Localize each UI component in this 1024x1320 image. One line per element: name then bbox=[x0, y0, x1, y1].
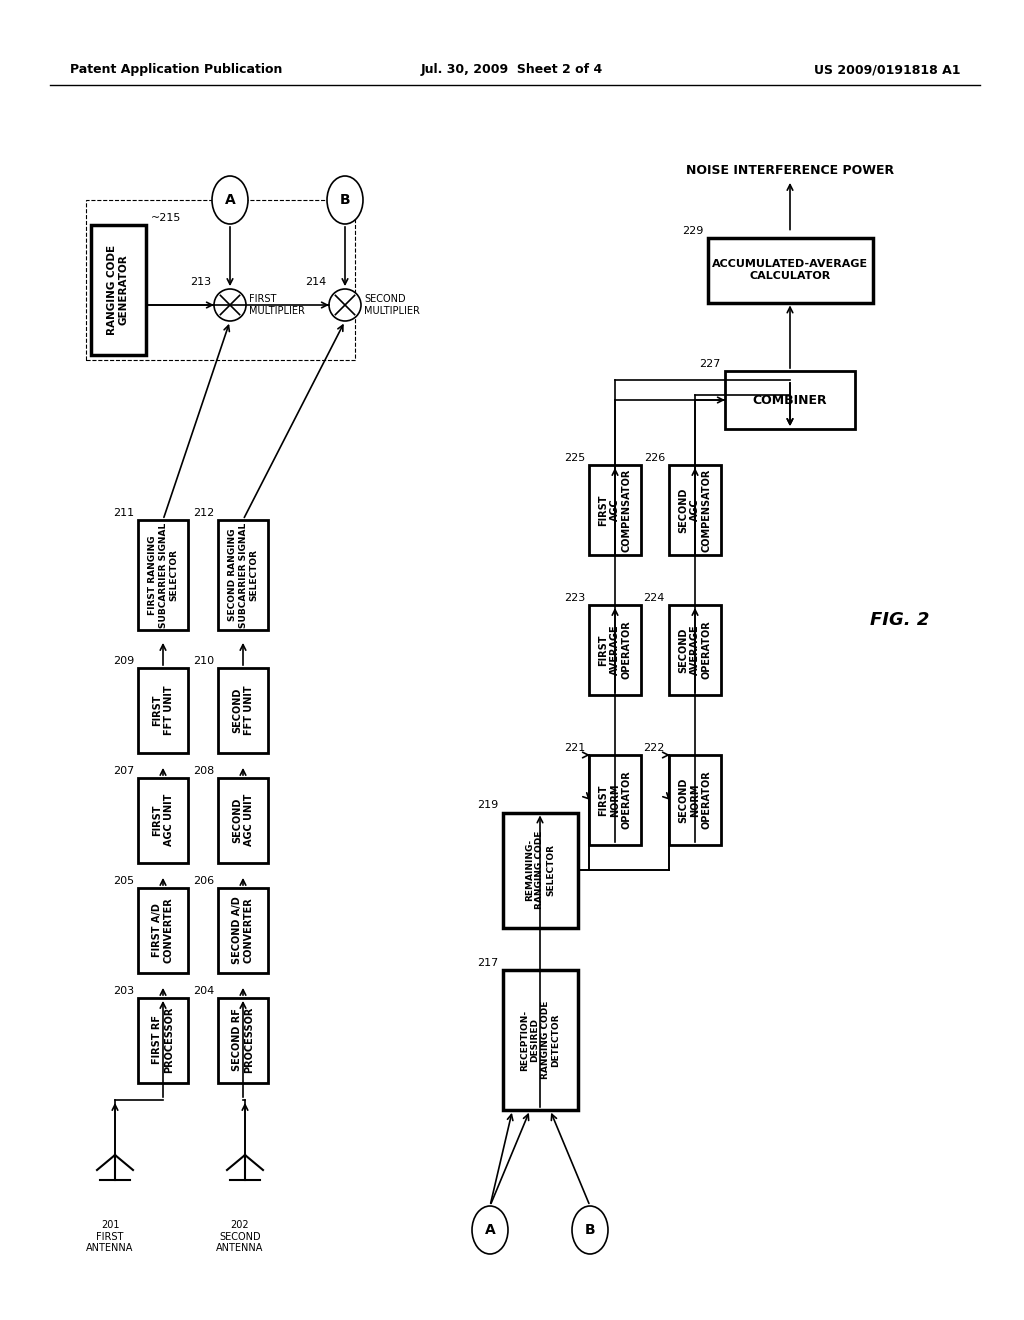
Text: 206: 206 bbox=[193, 875, 214, 886]
Text: SECOND RF
PROCESSOR: SECOND RF PROCESSOR bbox=[232, 1007, 254, 1073]
Circle shape bbox=[214, 289, 246, 321]
FancyBboxPatch shape bbox=[669, 605, 721, 696]
FancyBboxPatch shape bbox=[589, 755, 641, 845]
Text: 202
SECOND
ANTENNA: 202 SECOND ANTENNA bbox=[216, 1220, 264, 1253]
FancyBboxPatch shape bbox=[589, 465, 641, 554]
FancyBboxPatch shape bbox=[589, 605, 641, 696]
Text: 225: 225 bbox=[564, 453, 585, 463]
Text: SECOND
MULTIPLIER: SECOND MULTIPLIER bbox=[364, 294, 420, 315]
Text: FIRST
AGC
COMPENSATOR: FIRST AGC COMPENSATOR bbox=[598, 469, 632, 552]
Text: A: A bbox=[224, 193, 236, 207]
Text: 221: 221 bbox=[564, 743, 585, 752]
Text: 211: 211 bbox=[113, 508, 134, 517]
Ellipse shape bbox=[327, 176, 362, 224]
Text: 222: 222 bbox=[644, 743, 665, 752]
Text: FIRST A/D
CONVERTER: FIRST A/D CONVERTER bbox=[153, 898, 174, 962]
Text: 213: 213 bbox=[189, 277, 211, 286]
FancyBboxPatch shape bbox=[138, 887, 188, 973]
Text: 224: 224 bbox=[644, 593, 665, 603]
Text: 204: 204 bbox=[193, 986, 214, 995]
Text: SECOND
AVERAGE
OPERATOR: SECOND AVERAGE OPERATOR bbox=[678, 620, 712, 680]
Text: 217: 217 bbox=[477, 958, 499, 968]
FancyBboxPatch shape bbox=[708, 238, 872, 302]
Text: RECEPTION-
DESIRED
RANGING CODE
DETECTOR: RECEPTION- DESIRED RANGING CODE DETECTOR bbox=[520, 1001, 560, 1080]
Text: FIRST
NORM
OPERATOR: FIRST NORM OPERATOR bbox=[598, 771, 632, 829]
Ellipse shape bbox=[212, 176, 248, 224]
FancyBboxPatch shape bbox=[138, 520, 188, 630]
Text: ~215: ~215 bbox=[151, 213, 181, 223]
Text: 205: 205 bbox=[113, 875, 134, 886]
Text: SECOND RANGING
SUBCARRIER SIGNAL
SELECTOR: SECOND RANGING SUBCARRIER SIGNAL SELECTO… bbox=[228, 523, 258, 627]
Text: B: B bbox=[340, 193, 350, 207]
FancyBboxPatch shape bbox=[138, 777, 188, 862]
Text: FIRST
AGC UNIT: FIRST AGC UNIT bbox=[153, 793, 174, 846]
Text: FIRST RF
PROCESSOR: FIRST RF PROCESSOR bbox=[153, 1007, 174, 1073]
Text: 210: 210 bbox=[193, 656, 214, 665]
Text: 203: 203 bbox=[113, 986, 134, 995]
Text: 209: 209 bbox=[113, 656, 134, 665]
Text: Jul. 30, 2009  Sheet 2 of 4: Jul. 30, 2009 Sheet 2 of 4 bbox=[421, 63, 603, 77]
Circle shape bbox=[329, 289, 361, 321]
FancyBboxPatch shape bbox=[669, 755, 721, 845]
FancyBboxPatch shape bbox=[503, 813, 578, 928]
Text: SECOND
AGC UNIT: SECOND AGC UNIT bbox=[232, 793, 254, 846]
FancyBboxPatch shape bbox=[725, 371, 855, 429]
Text: 229: 229 bbox=[682, 226, 703, 235]
Text: 207: 207 bbox=[113, 766, 134, 776]
Text: RANGING CODE
GENERATOR: RANGING CODE GENERATOR bbox=[108, 246, 129, 335]
Text: 226: 226 bbox=[644, 453, 665, 463]
Text: 212: 212 bbox=[193, 508, 214, 517]
Text: US 2009/0191818 A1: US 2009/0191818 A1 bbox=[813, 63, 961, 77]
Text: 208: 208 bbox=[193, 766, 214, 776]
FancyBboxPatch shape bbox=[218, 887, 268, 973]
Text: SECOND
AGC
COMPENSATOR: SECOND AGC COMPENSATOR bbox=[678, 469, 712, 552]
FancyBboxPatch shape bbox=[218, 520, 268, 630]
Text: 223: 223 bbox=[564, 593, 585, 603]
FancyBboxPatch shape bbox=[138, 998, 188, 1082]
Ellipse shape bbox=[472, 1206, 508, 1254]
Text: 227: 227 bbox=[699, 359, 721, 370]
Text: FIG. 2: FIG. 2 bbox=[870, 611, 930, 630]
Text: NOISE INTERFERENCE POWER: NOISE INTERFERENCE POWER bbox=[686, 164, 894, 177]
Text: FIRST
AVERAGE
OPERATOR: FIRST AVERAGE OPERATOR bbox=[598, 620, 632, 680]
Text: SECOND A/D
CONVERTER: SECOND A/D CONVERTER bbox=[232, 896, 254, 964]
FancyBboxPatch shape bbox=[90, 224, 145, 355]
FancyBboxPatch shape bbox=[218, 668, 268, 752]
FancyBboxPatch shape bbox=[218, 998, 268, 1082]
Text: REMAINING-
RANGING CODE
SELECTOR: REMAINING- RANGING CODE SELECTOR bbox=[525, 830, 555, 909]
Text: FIRST
FFT UNIT: FIRST FFT UNIT bbox=[153, 685, 174, 735]
Text: SECOND
NORM
OPERATOR: SECOND NORM OPERATOR bbox=[678, 771, 712, 829]
FancyBboxPatch shape bbox=[503, 970, 578, 1110]
Text: 214: 214 bbox=[305, 277, 326, 286]
Text: FIRST RANGING
SUBCARRIER SIGNAL
SELECTOR: FIRST RANGING SUBCARRIER SIGNAL SELECTOR bbox=[148, 523, 178, 627]
FancyBboxPatch shape bbox=[138, 668, 188, 752]
Text: B: B bbox=[585, 1224, 595, 1237]
Text: COMBINER: COMBINER bbox=[753, 393, 827, 407]
Text: 201
FIRST
ANTENNA: 201 FIRST ANTENNA bbox=[86, 1220, 134, 1253]
Text: SECOND
FFT UNIT: SECOND FFT UNIT bbox=[232, 685, 254, 735]
Text: FIRST
MULTIPLIER: FIRST MULTIPLIER bbox=[249, 294, 305, 315]
Text: Patent Application Publication: Patent Application Publication bbox=[70, 63, 283, 77]
Text: ACCUMULATED-AVERAGE
CALCULATOR: ACCUMULATED-AVERAGE CALCULATOR bbox=[712, 259, 868, 281]
Ellipse shape bbox=[572, 1206, 608, 1254]
FancyBboxPatch shape bbox=[669, 465, 721, 554]
FancyBboxPatch shape bbox=[218, 777, 268, 862]
Text: A: A bbox=[484, 1224, 496, 1237]
Text: 219: 219 bbox=[477, 800, 499, 810]
